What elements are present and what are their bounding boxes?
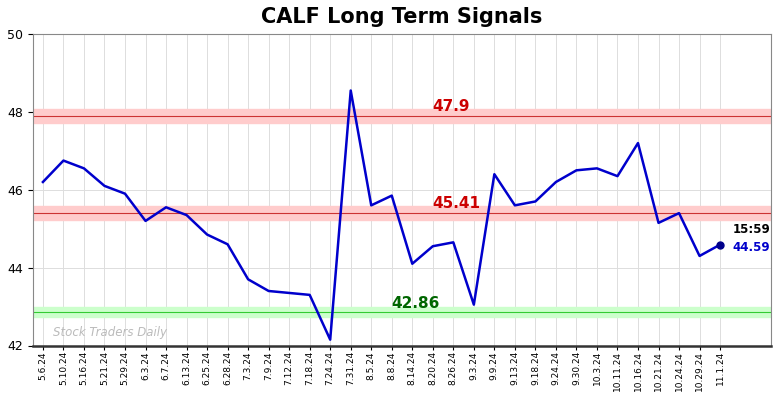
Title: CALF Long Term Signals: CALF Long Term Signals — [261, 7, 543, 27]
Bar — [33, 307, 771, 317]
Text: 15:59: 15:59 — [732, 223, 770, 236]
Text: 44.59: 44.59 — [732, 240, 770, 254]
Bar — [33, 109, 771, 123]
Text: 45.41: 45.41 — [433, 196, 481, 211]
Bar — [33, 206, 771, 220]
Text: Stock Traders Daily: Stock Traders Daily — [53, 326, 167, 339]
Text: 47.9: 47.9 — [433, 99, 470, 114]
Text: 42.86: 42.86 — [392, 296, 440, 311]
